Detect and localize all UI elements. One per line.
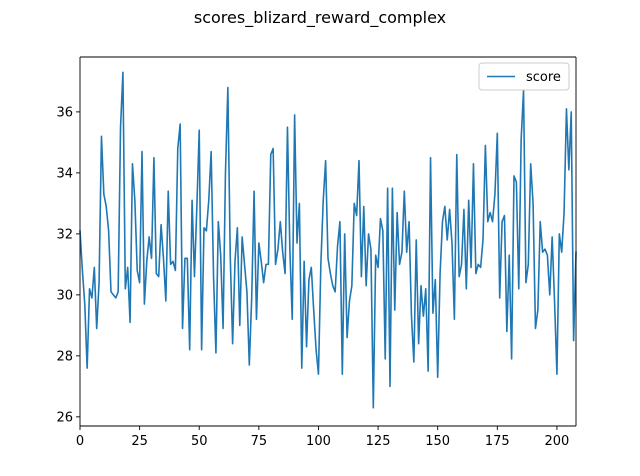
y-tick-label: 34	[56, 166, 73, 181]
legend-box	[478, 62, 570, 91]
x-tick-label: 150	[425, 434, 450, 449]
x-tick-label: 100	[306, 434, 331, 449]
legend: score	[478, 62, 570, 91]
x-tick-label: 0	[76, 434, 84, 449]
y-tick-label: 26	[56, 410, 73, 425]
y-tick-label: 36	[56, 105, 73, 120]
legend-label-score: score	[526, 70, 561, 85]
x-tick-label: 50	[191, 434, 208, 449]
x-axis: 0 25 50 75 100 125 150 175 200	[76, 426, 569, 449]
x-tick-label: 125	[366, 434, 391, 449]
x-tick-label: 25	[131, 434, 148, 449]
chart-title: scores_blizard_reward_complex	[194, 8, 446, 28]
x-tick-label: 200	[545, 434, 570, 449]
y-tick-label: 30	[56, 288, 73, 303]
y-tick-label: 32	[56, 227, 73, 242]
plot-spines	[79, 56, 577, 427]
x-tick-label: 175	[485, 434, 510, 449]
x-tick-label: 75	[251, 434, 268, 449]
y-tick-label: 28	[56, 349, 73, 364]
y-axis: 26 28 30 32 34 36	[56, 105, 80, 425]
series-line-score	[79, 71, 577, 409]
